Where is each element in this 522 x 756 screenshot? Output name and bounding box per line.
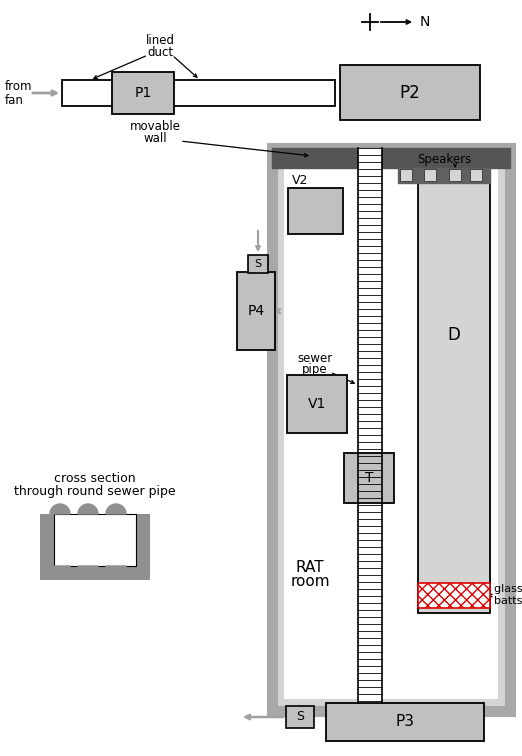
Polygon shape — [106, 566, 126, 576]
Bar — [248, 255, 268, 273]
Text: cross section: cross section — [54, 472, 136, 485]
Bar — [62, 80, 335, 106]
Bar — [40, 514, 150, 528]
Bar — [40, 514, 54, 566]
Text: fan: fan — [5, 94, 24, 107]
Bar — [237, 272, 275, 350]
Polygon shape — [78, 566, 98, 576]
Text: room: room — [290, 575, 330, 590]
Bar — [424, 169, 436, 181]
Text: V1: V1 — [308, 397, 326, 411]
Bar — [400, 169, 412, 181]
Bar — [272, 148, 510, 711]
Bar — [398, 168, 490, 183]
Text: S: S — [296, 711, 304, 723]
Bar — [40, 514, 150, 566]
Bar — [54, 514, 136, 566]
Bar — [136, 514, 150, 566]
Text: duct: duct — [147, 45, 173, 58]
Polygon shape — [78, 504, 98, 514]
Bar — [418, 178, 490, 613]
Text: from: from — [5, 80, 32, 94]
Text: D: D — [447, 327, 460, 345]
Text: N: N — [420, 15, 430, 29]
Text: V2: V2 — [292, 173, 309, 187]
Polygon shape — [106, 504, 126, 514]
Bar — [344, 453, 394, 503]
Text: batts: batts — [494, 596, 522, 606]
Text: Speakers: Speakers — [417, 153, 471, 166]
Text: wall: wall — [143, 132, 167, 145]
Text: T: T — [365, 471, 373, 485]
Polygon shape — [50, 566, 70, 576]
Bar — [340, 65, 480, 120]
Text: P2: P2 — [400, 83, 420, 101]
Bar — [287, 375, 347, 433]
Text: RAT: RAT — [295, 560, 324, 575]
Polygon shape — [50, 504, 70, 514]
Text: movable: movable — [129, 120, 181, 134]
Text: pipe: pipe — [302, 364, 328, 376]
Bar — [358, 148, 382, 703]
Bar — [470, 169, 482, 181]
Bar — [40, 514, 150, 566]
Bar — [286, 706, 314, 728]
Bar — [112, 72, 174, 114]
Bar — [54, 514, 136, 566]
Bar — [40, 504, 150, 576]
Text: through round sewer pipe: through round sewer pipe — [14, 485, 176, 497]
Text: P1: P1 — [134, 86, 151, 100]
Bar — [449, 169, 461, 181]
Text: glass fiber: glass fiber — [494, 584, 522, 594]
Text: S: S — [254, 259, 262, 269]
Bar — [288, 188, 343, 234]
Bar — [40, 566, 150, 580]
Bar — [284, 160, 498, 699]
Text: P3: P3 — [396, 714, 414, 730]
Bar — [272, 148, 510, 168]
Bar — [326, 703, 484, 741]
Bar — [418, 583, 490, 608]
Text: P4: P4 — [247, 304, 265, 318]
Text: sewer: sewer — [298, 352, 333, 364]
Text: lined: lined — [146, 33, 174, 47]
